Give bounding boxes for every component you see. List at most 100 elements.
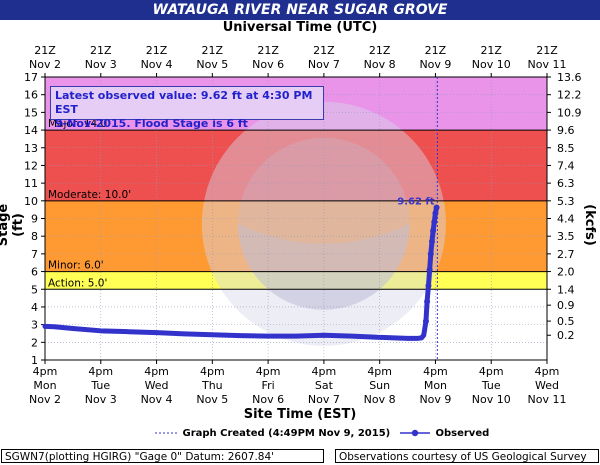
- category-label-moderate: Moderate: 10.0': [48, 189, 131, 201]
- observed-point: [426, 266, 433, 273]
- x2-tick-date: Nov 3: [85, 58, 117, 71]
- x-tick-date: Nov 4: [141, 393, 173, 406]
- x2-tick-time: 21Z: [480, 44, 502, 57]
- y2-tick-label: 7.4: [557, 159, 575, 172]
- y2-tick-label: 5.3: [557, 195, 575, 208]
- x-tick-weekday: Mon: [424, 379, 447, 392]
- x2-tick-date: Nov 4: [141, 58, 173, 71]
- x-tick-weekday: Wed: [145, 379, 169, 392]
- x-tick-date: Nov 6: [252, 393, 284, 406]
- watermark-inner-disc: [237, 137, 410, 310]
- x2-tick-time: 21Z: [34, 44, 56, 57]
- x2-tick-time: 21Z: [257, 44, 279, 57]
- x2-tick-time: 21Z: [536, 44, 558, 57]
- y-tick-label: 17: [24, 71, 38, 84]
- chart-title: WATAUGA RIVER NEAR SUGAR GROVE: [152, 2, 448, 18]
- band-action: [45, 271, 547, 290]
- x2-tick-time: 21Z: [425, 44, 447, 57]
- x-tick-weekday: Wed: [535, 379, 559, 392]
- x-tick-time: 4pm: [479, 365, 504, 378]
- y2-tick-label: 13.6: [557, 71, 582, 84]
- y-tick-label: 15: [24, 106, 38, 119]
- observed-point: [431, 219, 438, 226]
- x-tick-weekday: Tue: [90, 379, 110, 392]
- x2-tick-time: 21Z: [202, 44, 224, 57]
- observed-point: [433, 204, 440, 211]
- y2-tick-label: 0.2: [557, 329, 575, 342]
- observed-series-line: [42, 205, 440, 341]
- category-label-major: Major: 14.0': [48, 118, 110, 130]
- y2-tick-label: 8.5: [557, 142, 575, 155]
- band-normal: [45, 289, 547, 360]
- y-tick-label: 2: [31, 336, 38, 349]
- y2-tick-label: 1.4: [557, 283, 575, 296]
- category-label-minor: Minor: 6.0': [48, 260, 104, 272]
- observed-point: [430, 227, 437, 234]
- y-tick-label: 13: [24, 142, 38, 155]
- x-tick-time: 4pm: [200, 365, 225, 378]
- info-line-1: Latest observed value: 9.62 ft at 4:30 P…: [55, 89, 313, 116]
- y-tick-label: 16: [24, 89, 38, 102]
- footer-datum: SGWN7(plotting HGIRG) "Gage 0" Datum: 26…: [1, 449, 324, 463]
- y-tick-label: 11: [24, 177, 38, 190]
- y-tick-label: 12: [24, 159, 38, 172]
- y-tick-label: 8: [31, 230, 38, 243]
- x-tick-date: Nov 3: [85, 393, 117, 406]
- x-tick-date: Nov 9: [419, 393, 451, 406]
- x-tick-time: 4pm: [256, 365, 281, 378]
- y2-tick-label: 2.7: [557, 248, 575, 261]
- x-tick-weekday: Mon: [33, 379, 56, 392]
- x-tick-time: 4pm: [88, 365, 113, 378]
- band-moderate: [45, 130, 547, 201]
- x2-tick-date: Nov 7: [308, 58, 340, 71]
- y2-tick-label: 6.3: [557, 177, 575, 190]
- y2-tick-label: 9.6: [557, 124, 575, 137]
- observed-point: [432, 210, 439, 217]
- observed-point: [424, 298, 431, 305]
- x2-tick-date: Nov 2: [29, 58, 61, 71]
- y-tick-label: 3: [31, 319, 38, 332]
- dashed-line-icon: [155, 432, 177, 434]
- x-tick-time: 4pm: [423, 365, 448, 378]
- top-axis-title: Universal Time (UTC): [222, 20, 378, 35]
- y-tick-label: 4: [31, 301, 38, 314]
- x-tick-date: Nov 8: [364, 393, 396, 406]
- x2-tick-date: Nov 5: [196, 58, 228, 71]
- x-tick-date: Nov 7: [308, 393, 340, 406]
- x-tick-weekday: Tue: [481, 379, 501, 392]
- x-tick-time: 4pm: [535, 365, 560, 378]
- x-tick-weekday: Thu: [201, 379, 223, 392]
- x-tick-weekday: Sun: [369, 379, 390, 392]
- watermark-outer-ring: [201, 101, 446, 346]
- x-tick-date: Nov 5: [196, 393, 228, 406]
- observed-point: [427, 250, 434, 257]
- y2-tick-label: 0.5: [557, 315, 575, 328]
- observed-point: [428, 238, 435, 245]
- y-tick-label: 6: [31, 266, 38, 279]
- footer-credit: Observations courtesy of US Geological S…: [335, 449, 599, 463]
- x-tick-time: 4pm: [144, 365, 169, 378]
- observed-line-icon: [400, 429, 430, 437]
- legend-graph-created: Graph Created (4:49PM Nov 9, 2015): [155, 428, 390, 439]
- legend-observed-label: Observed: [435, 428, 490, 439]
- x2-tick-date: Nov 8: [364, 58, 396, 71]
- bottom-axis-title: Site Time (EST): [243, 407, 357, 422]
- x-tick-date: Nov 11: [528, 393, 567, 406]
- category-label-action: Action: 5.0': [48, 277, 107, 289]
- y2-tick-label: 10.9: [557, 106, 582, 119]
- x2-tick-time: 21Z: [90, 44, 112, 57]
- x2-tick-date: Nov 6: [252, 58, 284, 71]
- y2-tick-label: 3.5: [557, 230, 575, 243]
- x-tick-time: 4pm: [33, 365, 58, 378]
- y2-tick-label: 0.9: [557, 299, 575, 312]
- y2-tick-label: 12.2: [557, 89, 582, 102]
- x2-tick-time: 21Z: [146, 44, 168, 57]
- band-minor: [45, 200, 547, 272]
- latest-observed-info-box: Latest observed value: 9.62 ft at 4:30 P…: [50, 86, 324, 130]
- y-tick-label: 7: [31, 248, 38, 261]
- x2-tick-time: 21Z: [313, 44, 335, 57]
- observed-point: [425, 282, 432, 289]
- x-tick-weekday: Sat: [315, 379, 334, 392]
- noaa-watermark-icon: [201, 101, 446, 346]
